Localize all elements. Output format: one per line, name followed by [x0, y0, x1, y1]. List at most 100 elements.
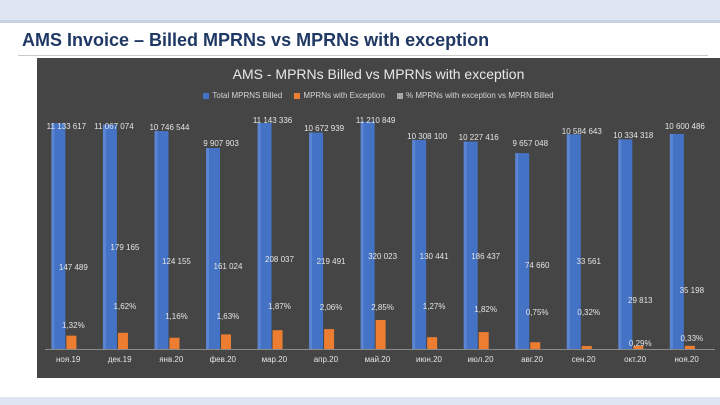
bar-exceptions — [375, 320, 386, 349]
top-banner — [0, 0, 720, 20]
bar-total-billed-highlight — [206, 148, 210, 349]
x-tick-label: дек.19 — [108, 355, 132, 364]
page-title: AMS Invoice – Billed MPRNs vs MPRNs with… — [22, 30, 490, 50]
data-label-exceptions: 74 660 — [525, 261, 550, 270]
bar-total-billed — [309, 132, 324, 349]
data-label-total-billed: 10 672 939 — [304, 124, 345, 133]
chart-title: AMS - MPRNs Billed vs MPRNs with excepti… — [232, 66, 525, 82]
data-label-total-billed: 10 746 544 — [149, 123, 190, 132]
data-label-percent: 2,06% — [320, 303, 343, 312]
bar-total-billed — [102, 124, 117, 349]
bar-total-billed-highlight — [309, 132, 313, 349]
data-label-exceptions: 320 023 — [368, 252, 397, 261]
chart-legend: Total MPRNS Billed MPRNs with Exception … — [37, 91, 720, 100]
legend-swatch-total-billed — [203, 92, 210, 99]
bar-exceptions — [272, 330, 283, 349]
bar-total-billed — [669, 133, 684, 349]
bar-total-billed-highlight — [360, 121, 364, 349]
bar-exceptions — [169, 337, 180, 349]
data-label-percent: 1,62% — [114, 302, 137, 311]
bar-total-billed-highlight — [618, 139, 622, 349]
data-label-exceptions: 179 165 — [110, 243, 139, 252]
title-divider — [18, 55, 708, 56]
bar-total-billed-highlight — [51, 123, 55, 349]
bar-total-billed-highlight — [566, 134, 570, 349]
x-tick-label: сен.20 — [572, 355, 597, 364]
data-label-total-billed: 11 210 849 — [356, 116, 396, 125]
bar-total-billed-highlight — [154, 131, 158, 349]
x-tick-label: ноя.19 — [56, 355, 81, 364]
data-label-exceptions: 219 491 — [317, 257, 346, 266]
bar-total-billed — [257, 122, 272, 349]
data-label-total-billed: 10 584 643 — [562, 127, 603, 136]
bar-exceptions — [581, 345, 592, 349]
data-label-percent: 1,87% — [268, 302, 291, 311]
bar-total-billed — [463, 141, 478, 349]
data-label-percent: 1,32% — [62, 321, 85, 330]
data-label-total-billed: 10 334 318 — [613, 131, 654, 140]
bar-total-billed — [515, 153, 530, 349]
x-tick-label: окт.20 — [624, 355, 646, 364]
legend-item-percent: % MPRNs with exception vs MPRN Billed — [397, 91, 554, 100]
data-label-exceptions: 29 813 — [628, 296, 653, 305]
bar-exceptions — [478, 332, 489, 349]
data-label-percent: 1,82% — [474, 305, 497, 314]
data-label-exceptions: 124 155 — [162, 257, 191, 266]
data-label-percent: 0,75% — [526, 308, 549, 317]
data-label-percent: 2,85% — [371, 303, 394, 312]
data-label-exceptions: 161 024 — [214, 262, 243, 271]
x-tick-label: янв.20 — [159, 355, 184, 364]
legend-label-total-billed: Total MPRNS Billed — [212, 91, 283, 100]
bar-total-billed-highlight — [102, 124, 106, 349]
data-label-exceptions: 208 037 — [265, 255, 294, 264]
bar-total-billed — [566, 134, 581, 349]
data-label-total-billed: 10 308 100 — [407, 132, 448, 141]
x-tick-label: май.20 — [365, 355, 391, 364]
legend-swatch-percent — [397, 92, 404, 99]
bar-total-billed — [154, 131, 169, 349]
data-label-total-billed: 11 143 336 — [253, 116, 293, 125]
bar-total-billed — [51, 123, 66, 349]
data-label-exceptions: 35 198 — [680, 286, 705, 295]
data-label-total-billed: 11 067 074 — [94, 122, 134, 131]
data-label-percent: 0,33% — [680, 334, 703, 343]
x-tick-label: июл.20 — [467, 355, 494, 364]
top-banner-line — [0, 20, 720, 23]
data-label-percent: 0,32% — [577, 308, 600, 317]
bar-exceptions — [427, 337, 438, 349]
data-label-percent: 1,16% — [165, 312, 188, 321]
data-label-total-billed: 11 133 617 — [47, 122, 87, 131]
bar-total-billed-highlight — [257, 122, 261, 349]
bar-exceptions — [530, 342, 541, 349]
bar-exceptions — [324, 329, 335, 349]
x-tick-label: мар.20 — [262, 355, 288, 364]
bar-exceptions — [66, 335, 77, 349]
legend-label-exceptions: MPRNs with Exception — [303, 91, 385, 100]
data-label-total-billed: 10 600 486 — [665, 122, 706, 131]
bar-total-billed-highlight — [669, 133, 673, 349]
bar-exceptions — [684, 345, 695, 349]
bar-exceptions — [221, 334, 232, 349]
data-label-exceptions: 147 489 — [59, 263, 88, 272]
bar-exceptions — [633, 346, 644, 349]
bar-total-billed — [360, 121, 375, 349]
bar-total-billed — [206, 148, 221, 349]
legend-item-total-billed: Total MPRNS Billed — [203, 91, 282, 100]
data-label-percent: 0,29% — [629, 339, 652, 348]
chart-area: AMS - MPRNs Billed vs MPRNs with excepti… — [37, 58, 720, 378]
chart-plot: 11 133 617 11 067 074 10 746 544 9 907 903 1… — [45, 116, 715, 364]
legend-item-exceptions: MPRNs with Exception — [294, 91, 385, 100]
data-label-total-billed: 9 907 903 — [203, 139, 239, 148]
legend-label-percent: % MPRNs with exception vs MPRN Billed — [406, 91, 554, 100]
x-tick-label: авг.20 — [521, 355, 543, 364]
bar-total-billed-highlight — [412, 139, 416, 349]
data-label-exceptions: 130 441 — [420, 252, 449, 261]
data-label-exceptions: 186 437 — [471, 252, 500, 261]
x-tick-label: апр.20 — [314, 355, 339, 364]
bar-total-billed — [412, 139, 427, 349]
bar-total-billed-highlight — [515, 153, 519, 349]
legend-swatch-exceptions — [294, 92, 301, 99]
bar-exceptions — [117, 332, 128, 349]
data-label-percent: 1,63% — [217, 312, 240, 321]
x-tick-label: фев.20 — [210, 355, 237, 364]
